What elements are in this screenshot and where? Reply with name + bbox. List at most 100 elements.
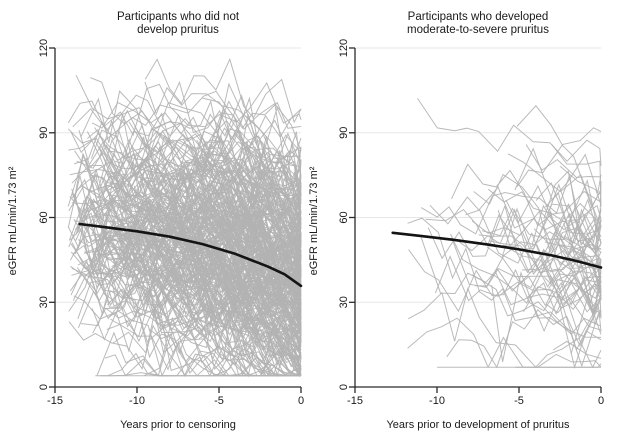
y-axis-label-right: eGFR mL/min/1.73 m² <box>308 166 320 275</box>
participant-trajectory <box>144 57 302 124</box>
participant-trajectory <box>139 120 302 199</box>
y-tick-label: 60 <box>338 211 350 223</box>
participant-trajectory <box>153 151 302 235</box>
panel-pruritus: 0 30 60 90 120 -15 -10 -5 0 Participants who dev… <box>308 11 604 431</box>
y-tick-label: 60 <box>38 211 50 223</box>
participant-trajectory <box>451 163 602 227</box>
x-axis-label-right: Years prior to development of pruritus <box>386 419 570 431</box>
participant-trajectory <box>471 208 602 256</box>
participant-trajectory <box>91 100 302 170</box>
participant-trajectory <box>136 213 302 351</box>
trend-line-right <box>391 231 603 269</box>
participant-trajectory <box>549 245 602 314</box>
participant-trajectory <box>202 97 302 146</box>
participant-trajectory <box>240 224 302 299</box>
participant-trajectory <box>182 133 302 181</box>
participant-trajectory <box>72 83 302 137</box>
participant-trajectory <box>85 261 302 318</box>
participant-trajectory <box>450 233 602 319</box>
participant-trajectory <box>514 147 602 201</box>
panel-no-pruritus: 0 30 60 90 120 -15 -10 -5 0 Participants who did… <box>7 11 304 431</box>
y-tick-label: 90 <box>338 127 350 139</box>
gridlines-right <box>355 47 601 303</box>
participant-trajectory <box>497 210 602 300</box>
participant-trajectory <box>204 140 302 215</box>
participant-trajectory <box>494 271 602 315</box>
participant-trajectory <box>420 237 602 336</box>
panel-title-left-line1: Participants who did not <box>117 11 240 23</box>
trend-line-left <box>78 222 303 288</box>
participant-trajectory <box>243 284 302 348</box>
y-tick-label: 0 <box>338 384 350 390</box>
participant-trajectory <box>407 317 602 369</box>
participant-trajectory <box>552 340 602 359</box>
participant-trajectory <box>67 153 302 273</box>
participant-trajectory <box>70 251 302 367</box>
participant-trajectory <box>189 168 302 237</box>
participant-trajectory <box>80 82 302 159</box>
participant-trajectory <box>516 105 602 146</box>
y-tick-label: 30 <box>38 296 50 308</box>
participant-trajectory <box>74 212 302 333</box>
participant-trajectory <box>133 205 302 275</box>
axes-right: 0 30 60 90 120 -15 -10 -5 0 <box>338 39 604 407</box>
x-axis-label-left: Years prior to censoring <box>120 419 236 431</box>
participant-trajectory <box>167 269 302 359</box>
participant-trajectory <box>563 235 602 292</box>
participant-trajectory <box>143 239 302 377</box>
participant-trajectory <box>86 131 302 257</box>
participant-trajectory <box>491 270 602 363</box>
participant-trajectory <box>429 186 602 251</box>
participant-trajectory <box>544 241 602 266</box>
participant-trajectory <box>205 285 302 375</box>
participant-trajectory <box>199 183 302 230</box>
panel-title-right-line2: moderate-to-severe pruritus <box>407 24 549 36</box>
y-tick-label: 0 <box>38 384 50 390</box>
x-tick-label: -10 <box>429 395 445 407</box>
x-tick-label: -15 <box>47 395 63 407</box>
participant-trajectory <box>570 295 602 355</box>
axes-left: 0 30 60 90 120 -15 -10 -5 0 <box>38 39 304 407</box>
x-tick-label: 0 <box>598 395 604 407</box>
participant-trajectory <box>481 204 602 251</box>
participant-trajectory <box>407 286 602 369</box>
individual-trajectories-right <box>407 98 602 370</box>
participant-trajectory <box>89 202 302 345</box>
participant-trajectory <box>118 131 302 256</box>
x-tick-label: -5 <box>214 395 224 407</box>
participant-trajectory <box>527 273 602 315</box>
x-tick-label: -5 <box>514 395 524 407</box>
participant-trajectory <box>437 363 602 368</box>
x-tick-label: 0 <box>298 395 304 407</box>
participant-trajectory <box>488 179 602 245</box>
x-tick-label: -10 <box>129 395 145 407</box>
participant-trajectory <box>231 281 302 376</box>
participant-trajectory <box>96 331 301 378</box>
y-tick-label: 120 <box>338 39 350 57</box>
participant-trajectory <box>425 208 602 274</box>
participant-trajectory <box>200 259 302 333</box>
y-tick-label: 90 <box>38 127 50 139</box>
y-tick-label: 30 <box>338 296 350 308</box>
y-tick-label: 120 <box>38 39 50 57</box>
participant-trajectory <box>107 145 302 207</box>
participant-trajectory <box>118 221 302 316</box>
participant-trajectory <box>471 248 602 301</box>
participant-trajectory <box>200 143 302 215</box>
panel-title-right-line1: Participants who developed <box>408 11 549 23</box>
participant-trajectory <box>120 174 302 289</box>
participant-trajectory <box>139 174 302 234</box>
participant-trajectory <box>89 149 302 231</box>
participant-trajectory <box>535 182 602 235</box>
participant-trajectory <box>559 165 602 205</box>
participant-trajectory <box>100 222 302 318</box>
participant-trajectory <box>104 285 302 345</box>
participant-trajectory <box>565 228 602 262</box>
participant-trajectory <box>408 249 602 340</box>
participant-trajectory <box>523 281 602 312</box>
participant-trajectory <box>516 144 602 209</box>
participant-trajectory <box>525 144 602 179</box>
participant-trajectory <box>128 112 302 198</box>
